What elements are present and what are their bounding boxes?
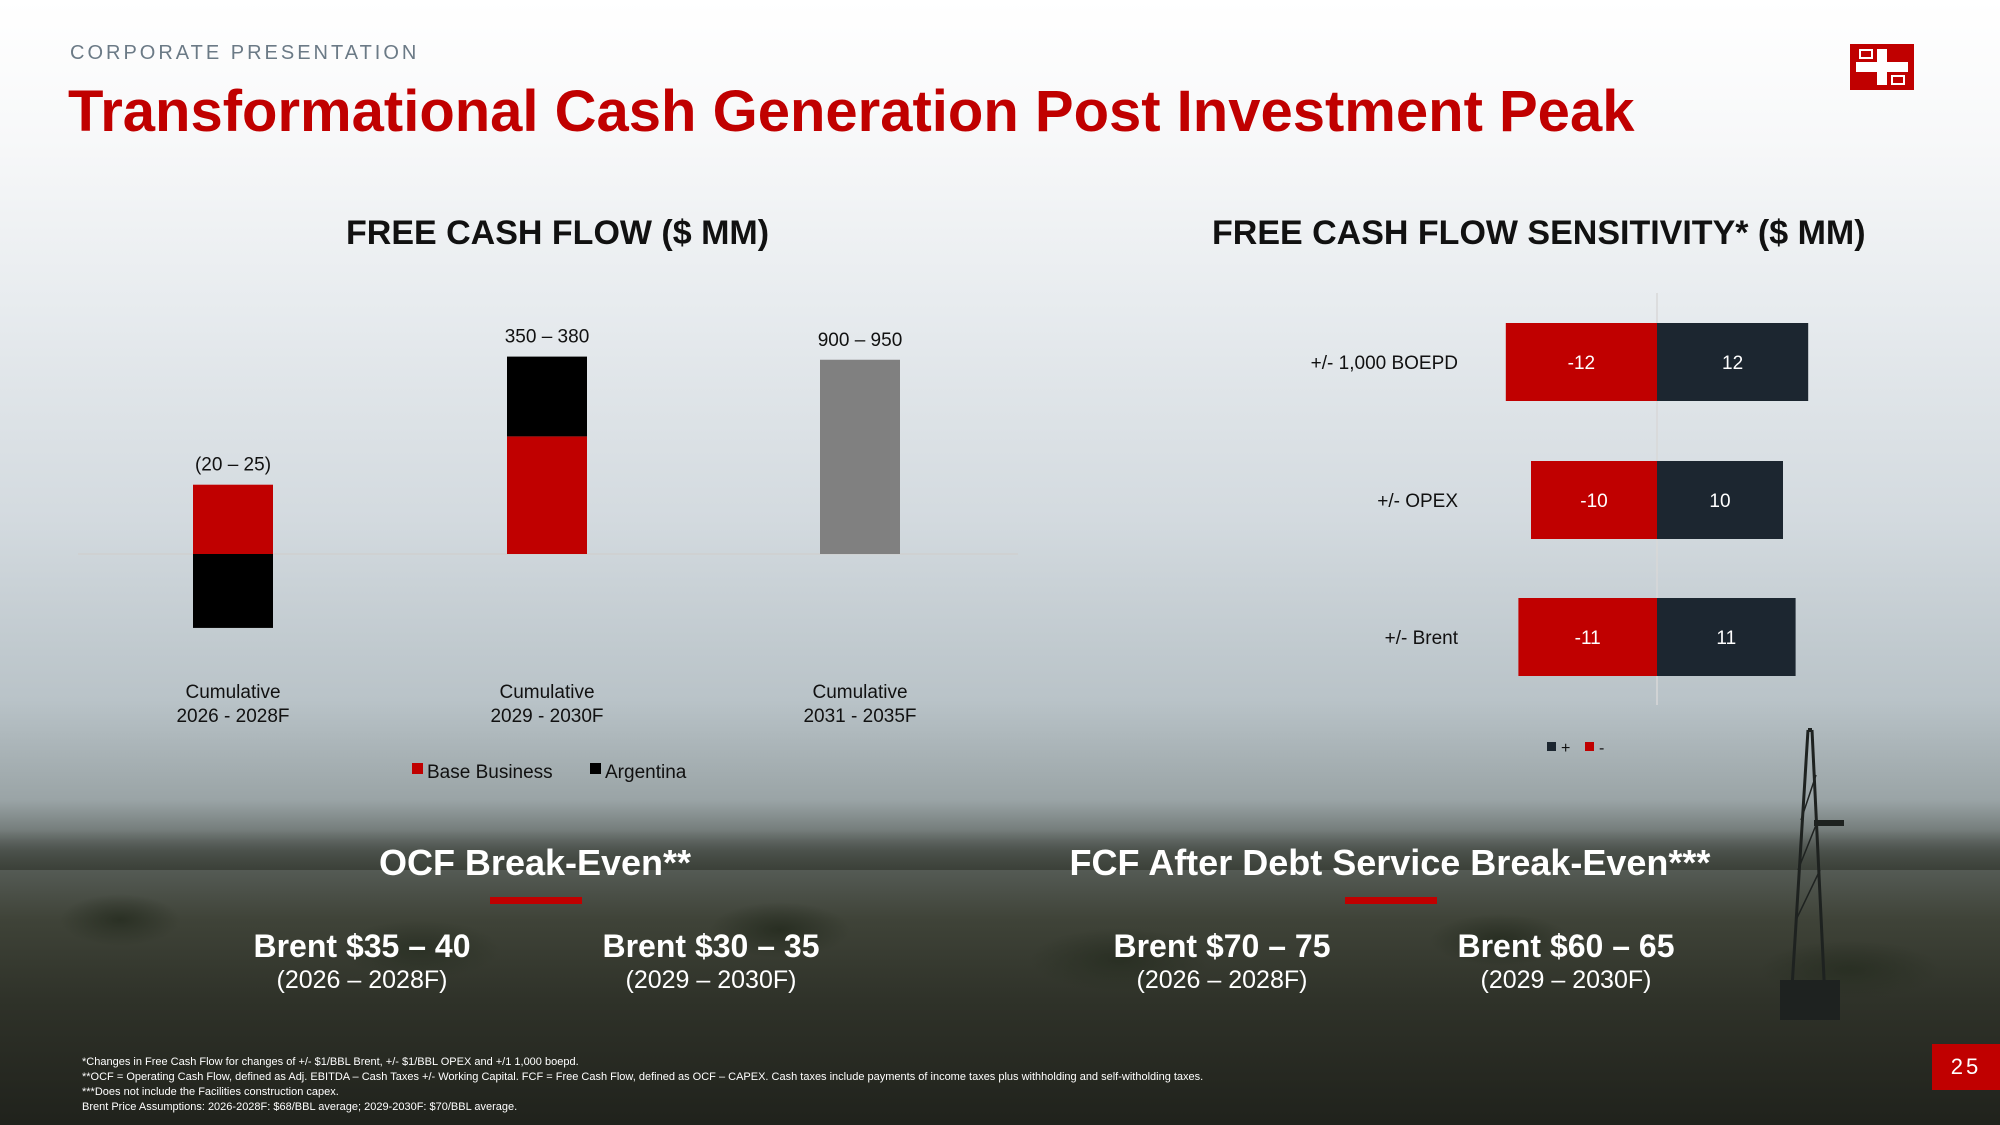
category-label: Cumulative	[499, 682, 594, 703]
fcf-breakeven-value-1: Brent $70 – 75	[1113, 928, 1331, 964]
footnote: *Changes in Free Cash Flow for changes o…	[82, 1056, 579, 1068]
legend-swatch	[1585, 742, 1594, 751]
ocf-breakeven-heading: OCF Break-Even**	[378, 842, 692, 883]
bar-base-business-0	[193, 484, 273, 554]
data-label: -10	[1580, 491, 1607, 512]
footnote: ***Does not include the Facilities const…	[82, 1086, 339, 1098]
fcf-chart: (20 – 25) 350 – 380 900 – 950 Cumulative 202…	[78, 327, 1018, 783]
data-label: -12	[1568, 353, 1595, 374]
footnotes: *Changes in Free Cash Flow for changes o…	[82, 1055, 1203, 1115]
data-label: 11	[1716, 628, 1736, 649]
legend-label: -	[1599, 740, 1604, 757]
category-label: +/- Brent	[1385, 628, 1459, 649]
page-title: Transformational Cash Generation Post In…	[68, 79, 1635, 144]
ocf-breakeven-value-2: Brent $30 – 35	[602, 928, 820, 964]
header-label: CORPORATE PRESENTATION	[70, 42, 420, 64]
drilling-rig-icon	[1780, 728, 1844, 1020]
category-label: Cumulative	[185, 682, 280, 703]
data-label: -11	[1575, 628, 1601, 649]
fcf-breakeven-heading: FCF After Debt Service Break-Even***	[1069, 842, 1711, 883]
legend-label: Base Business	[427, 762, 553, 783]
data-label: 10	[1709, 491, 1730, 512]
fcf-breakeven-period-2: (2029 – 2030F)	[1480, 966, 1652, 994]
legend-label: Argentina	[605, 762, 687, 783]
ocf-breakeven-period-2: (2029 – 2030F)	[625, 966, 797, 994]
bar-plus-2	[1657, 598, 1796, 676]
bar-minus-2	[1518, 598, 1657, 676]
ocf-breakeven-value-1: Brent $35 – 40	[253, 928, 471, 964]
bar-base-business-1	[507, 436, 587, 554]
legend-swatch	[412, 763, 423, 774]
category-label: 2031 - 2035F	[803, 706, 916, 727]
footnote: Brent Price Assumptions: 2026-2028F: $68…	[82, 1101, 518, 1113]
data-label: 900 – 950	[818, 330, 903, 351]
sensitivity-chart: +/- 1,000 BOEPD 12 -12 +/- OPEX 10 -10 +/- Bre…	[1311, 293, 1809, 757]
ocf-heading-underline	[490, 897, 582, 904]
fcf-breakeven-period-1: (2026 – 2028F)	[1136, 966, 1308, 994]
bar-minus-1	[1531, 461, 1657, 539]
fcf-breakeven-value-2: Brent $60 – 65	[1457, 928, 1675, 964]
ocf-breakeven-period-1: (2026 – 2028F)	[276, 966, 448, 994]
category-label: 2026 - 2028F	[176, 706, 289, 727]
bar-argentina-0	[193, 554, 273, 628]
category-label: Cumulative	[812, 682, 907, 703]
category-label: +/- 1,000 BOEPD	[1311, 353, 1458, 374]
footnote: **OCF = Operating Cash Flow, defined as …	[82, 1071, 1204, 1083]
cross-logo-icon	[1850, 44, 1914, 90]
data-label: 350 – 380	[505, 327, 590, 348]
category-label: +/- OPEX	[1377, 491, 1458, 512]
fcf-chart-title: FREE CASH FLOW ($ MM)	[346, 214, 770, 252]
legend-swatch	[590, 763, 601, 774]
fcf-heading-underline	[1345, 897, 1437, 904]
bar-plus-1	[1657, 461, 1783, 539]
bar-minus-0	[1505, 323, 1657, 401]
sensitivity-chart-title: FREE CASH FLOW SENSITIVITY* ($ MM)	[1212, 214, 1866, 252]
bar-argentina-1	[507, 356, 587, 437]
background-shrubs	[0, 860, 2000, 1125]
legend-label: +	[1561, 740, 1570, 757]
page-number: 25	[1932, 1044, 2000, 1090]
category-label: 2029 - 2030F	[490, 706, 603, 727]
bar-total-2	[820, 359, 900, 554]
bar-plus-0	[1657, 323, 1809, 401]
legend-swatch	[1547, 742, 1556, 751]
data-label: (20 – 25)	[195, 455, 271, 476]
data-label: 12	[1722, 353, 1743, 374]
